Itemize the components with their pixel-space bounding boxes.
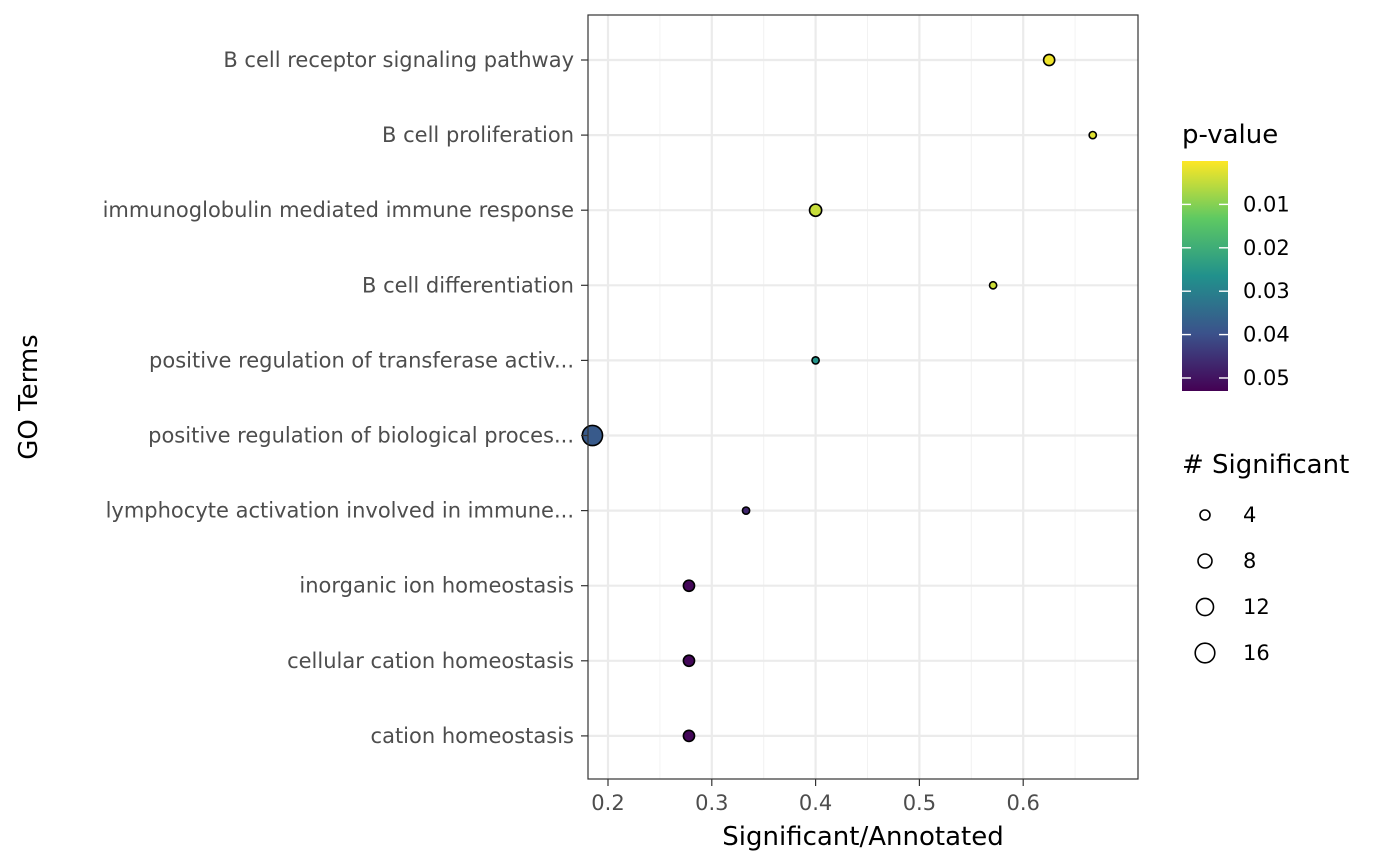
size-legend-items: 4 8 12 16 <box>1194 503 1270 665</box>
x-axis: 0.2 0.3 0.4 0.5 0.6 <box>591 779 1040 815</box>
x-tick-label: 0.2 <box>591 791 624 815</box>
size-legend-key <box>1197 553 1213 569</box>
y-tick-label: B cell receptor signaling pathway <box>223 48 574 72</box>
x-tick-label: 0.6 <box>1006 791 1039 815</box>
x-axis-title: Significant/Annotated <box>722 822 1003 852</box>
size-legend-title: # Significant <box>1182 450 1349 480</box>
pvalue-colorbar-ticks: 0.01 0.02 0.03 0.04 0.05 <box>1182 192 1290 390</box>
size-legend-label: 4 <box>1243 503 1256 527</box>
data-point-2 <box>808 203 823 218</box>
y-tick-label: lymphocyte activation involved in immune… <box>106 499 574 523</box>
y-axis-title: GO Terms <box>14 334 44 459</box>
data-point-4 <box>811 356 820 365</box>
y-tick-label: positive regulation of transferase activ… <box>149 348 574 372</box>
colorbar-tick-label: 0.03 <box>1243 279 1290 303</box>
x-tick-label: 0.3 <box>695 791 728 815</box>
y-tick-label: cation homeostasis <box>371 724 574 748</box>
colorbar-tick-label: 0.04 <box>1243 323 1290 347</box>
size-legend-label: 8 <box>1243 549 1256 573</box>
plot-panel-border <box>587 14 1139 780</box>
data-point-3 <box>988 280 998 290</box>
data-point-6 <box>741 506 751 515</box>
y-tick-label: positive regulation of biological proces… <box>148 424 574 448</box>
data-points <box>581 53 1098 743</box>
colorbar-tick-label: 0.02 <box>1243 236 1290 260</box>
colorbar-tick-label: 0.01 <box>1243 192 1290 216</box>
size-legend-key <box>1194 642 1216 664</box>
data-point-1 <box>1088 130 1098 140</box>
y-tick-label: inorganic ion homeostasis <box>299 574 574 598</box>
grid-lines <box>588 15 1138 779</box>
x-tick-label: 0.5 <box>903 791 936 815</box>
data-point-7 <box>682 579 696 593</box>
y-tick-label: B cell proliferation <box>382 123 574 147</box>
data-point-9 <box>682 729 696 743</box>
pvalue-legend-title: p-value <box>1182 120 1278 150</box>
y-tick-label: B cell differentiation <box>362 273 574 297</box>
y-axis: B cell receptor signaling pathway B cell … <box>103 48 588 748</box>
y-tick-label: immunoglobulin mediated immune response <box>103 198 574 222</box>
size-legend-label: 12 <box>1243 595 1270 619</box>
plot-panel <box>588 15 1138 779</box>
size-legend-key <box>1199 509 1211 521</box>
size-legend-label: 16 <box>1243 641 1270 665</box>
size-legend: # Significant 4 8 12 16 <box>1182 450 1349 665</box>
data-point-0 <box>1042 53 1056 67</box>
size-legend-key <box>1195 597 1215 617</box>
x-tick-label: 0.4 <box>799 791 832 815</box>
y-tick-label: cellular cation homeostasis <box>287 649 574 673</box>
pvalue-legend: p-value 0.01 0.02 0.03 0.04 0.05 <box>1182 120 1290 391</box>
colorbar-tick-label: 0.05 <box>1243 366 1290 390</box>
pvalue-colorbar <box>1182 161 1228 391</box>
data-point-8 <box>682 654 696 668</box>
